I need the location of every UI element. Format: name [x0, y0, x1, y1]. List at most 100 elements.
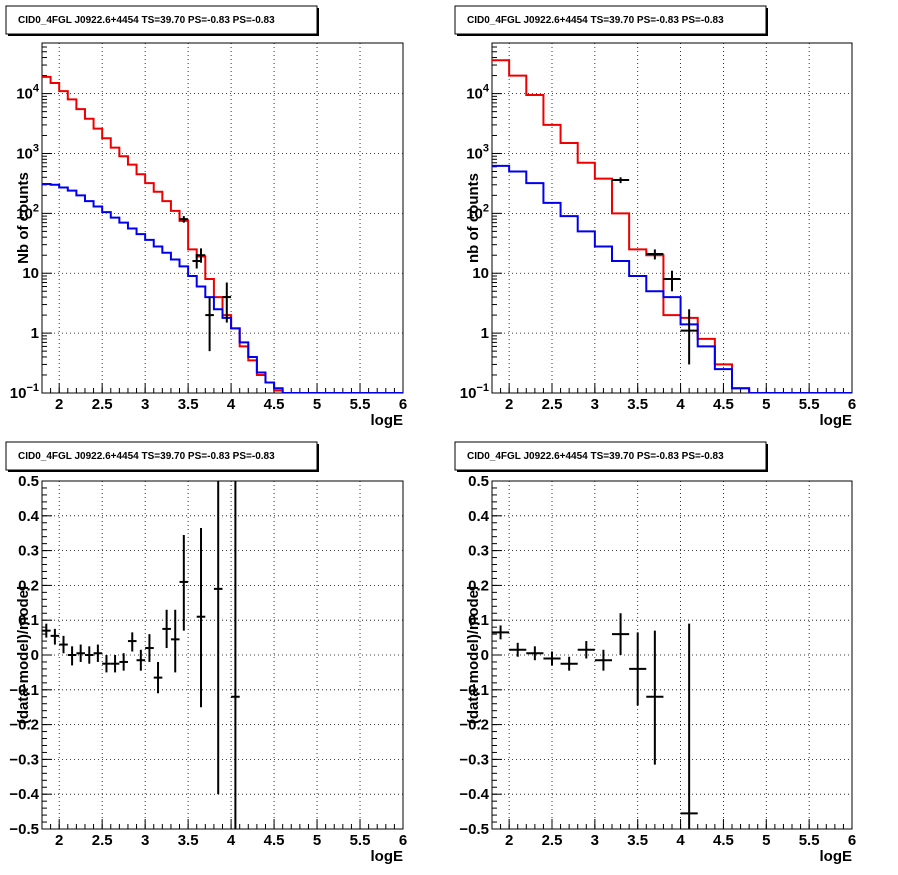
title-box — [454, 5, 767, 35]
y-tick-label: 0.1 — [468, 612, 489, 629]
chart-title: CID0_4FGL J0922.6+4454 TS=39.70 PS=-0.83… — [467, 451, 724, 462]
x-tick-label: 3 — [141, 832, 149, 849]
x-axis-label: logE — [820, 848, 853, 865]
x-tick-label: 3.5 — [627, 832, 648, 849]
x-tick-label: 5.5 — [799, 396, 820, 413]
y-tick-label: 0.4 — [468, 508, 490, 525]
x-tick-label: 5 — [313, 832, 321, 849]
x-tick-label: 5 — [762, 832, 770, 849]
y-tick-label: 0.2 — [468, 577, 489, 594]
x-tick-label: 4 — [227, 832, 236, 849]
y-tick-label: 0.3 — [468, 543, 489, 560]
y-tick-label: 0.3 — [18, 543, 39, 560]
x-tick-label: 6 — [848, 832, 856, 849]
y-tick-label: 10 — [472, 265, 489, 282]
x-tick-label: 2.5 — [92, 832, 113, 849]
title-box — [454, 441, 767, 471]
title-box — [5, 5, 318, 35]
x-tick-label: 4.5 — [713, 832, 734, 849]
x-axis-label: logE — [371, 412, 404, 429]
y-tick-label: 104 — [466, 83, 490, 103]
y-tick-label: −0.3 — [9, 751, 39, 768]
x-tick-label: 3.5 — [178, 396, 199, 413]
x-tick-label: 5.5 — [799, 832, 820, 849]
x-tick-label: 3 — [591, 396, 599, 413]
plot-area — [492, 59, 852, 393]
x-tick-label: 6 — [399, 832, 407, 849]
chart-panel-2: 2 2.5 3 3.5 4 4.5 5 5.5 6 10−1 1 10 102 103 104 logE nb … — [454, 5, 856, 429]
plot-area — [42, 75, 403, 393]
x-tick-label: 2 — [505, 832, 513, 849]
chart-panel-3: 2 2.5 3 3.5 4 4.5 5 5.5 6 −0.5 −0.4 −0.3 −0.2 −0.1 0 0.… — [5, 441, 407, 865]
y-tick-label: 1 — [31, 325, 39, 342]
y-tick-label: −0.4 — [9, 786, 39, 803]
y-tick-label: 0.2 — [18, 577, 39, 594]
x-tick-label: 6 — [848, 396, 856, 413]
y-tick-label: 0.4 — [18, 508, 40, 525]
y-tick-label: −0.3 — [459, 751, 489, 768]
y-tick-label: −0.5 — [459, 821, 489, 838]
x-tick-label: 2.5 — [92, 396, 113, 413]
y-tick-label: −0.5 — [9, 821, 39, 838]
plot-frame — [41, 42, 404, 394]
x-tick-label: 5.5 — [350, 396, 371, 413]
chart-title: CID0_4FGL J0922.6+4454 TS=39.70 PS=-0.83… — [18, 451, 275, 462]
y-tick-label: 103 — [16, 142, 39, 162]
x-tick-label: 3 — [141, 396, 149, 413]
x-tick-label: 3.5 — [178, 832, 199, 849]
y-tick-label: 1 — [481, 325, 489, 342]
y-tick-label: −0.1 — [459, 682, 489, 699]
x-tick-label: 4.5 — [264, 396, 285, 413]
y-tick-label: 0.1 — [18, 612, 39, 629]
plot-area — [492, 613, 698, 829]
y-tick-label: 0.5 — [18, 473, 39, 490]
y-tick-label: −0.1 — [9, 682, 39, 699]
x-tick-label: 4.5 — [264, 832, 285, 849]
x-tick-label: 4 — [676, 832, 685, 849]
x-tick-label: 2 — [55, 396, 63, 413]
y-tick-label: 103 — [466, 142, 489, 162]
y-tick-label: −0.4 — [459, 786, 489, 803]
y-tick-label: −0.2 — [9, 717, 39, 734]
title-box — [5, 441, 318, 471]
chart-panel-4: 2 2.5 3 3.5 4 4.5 5 5.5 6 −0.5 −0.4 −0.3 −0.2 −0.1 0 0.… — [454, 441, 856, 865]
x-tick-label: 2.5 — [542, 832, 563, 849]
y-tick-label: 102 — [16, 202, 39, 222]
x-tick-label: 5 — [762, 396, 770, 413]
y-axis-label: nb of counts — [465, 173, 482, 263]
x-tick-label: 4 — [227, 396, 236, 413]
x-axis-label: logE — [371, 848, 404, 865]
plot-frame — [491, 42, 853, 394]
y-tick-label: 10 — [22, 265, 39, 282]
chart-title: CID0_4FGL J0922.6+4454 TS=39.70 PS=-0.83… — [18, 15, 275, 26]
model-histogram-line — [42, 75, 284, 393]
model-histogram-line — [492, 164, 852, 393]
y-axis-label: Nb of counts — [15, 172, 32, 264]
model-histogram-line — [42, 182, 403, 393]
y-tick-label: 0.5 — [468, 473, 489, 490]
chart-title: CID0_4FGL J0922.6+4454 TS=39.70 PS=-0.83… — [467, 15, 724, 26]
x-tick-label: 2 — [505, 396, 513, 413]
x-tick-label: 4.5 — [713, 396, 734, 413]
x-tick-label: 2 — [55, 832, 63, 849]
x-tick-label: 3 — [591, 832, 599, 849]
y-tick-label: 10−1 — [10, 382, 39, 402]
x-axis-label: logE — [820, 412, 853, 429]
y-tick-label: −0.2 — [459, 717, 489, 734]
x-tick-label: 5 — [313, 396, 321, 413]
y-tick-label: 104 — [16, 83, 40, 103]
y-axis-label: (data-model)/model — [465, 586, 482, 724]
x-tick-label: 5.5 — [350, 832, 371, 849]
y-tick-label: 10−1 — [460, 382, 489, 402]
x-tick-label: 4 — [676, 396, 685, 413]
x-tick-label: 2.5 — [542, 396, 563, 413]
x-tick-label: 3.5 — [627, 396, 648, 413]
y-tick-label: 0 — [31, 647, 39, 664]
x-tick-label: 6 — [399, 396, 407, 413]
model-histogram-line — [492, 59, 751, 393]
y-tick-label: 102 — [466, 202, 489, 222]
y-axis-label: (data-model)/model — [15, 586, 32, 724]
plot-area — [42, 481, 240, 829]
chart-panel-1: 2 2.5 3 3.5 4 4.5 5 5.5 6 10−1 1 10 102 103 104 logE Nb … — [5, 5, 407, 429]
